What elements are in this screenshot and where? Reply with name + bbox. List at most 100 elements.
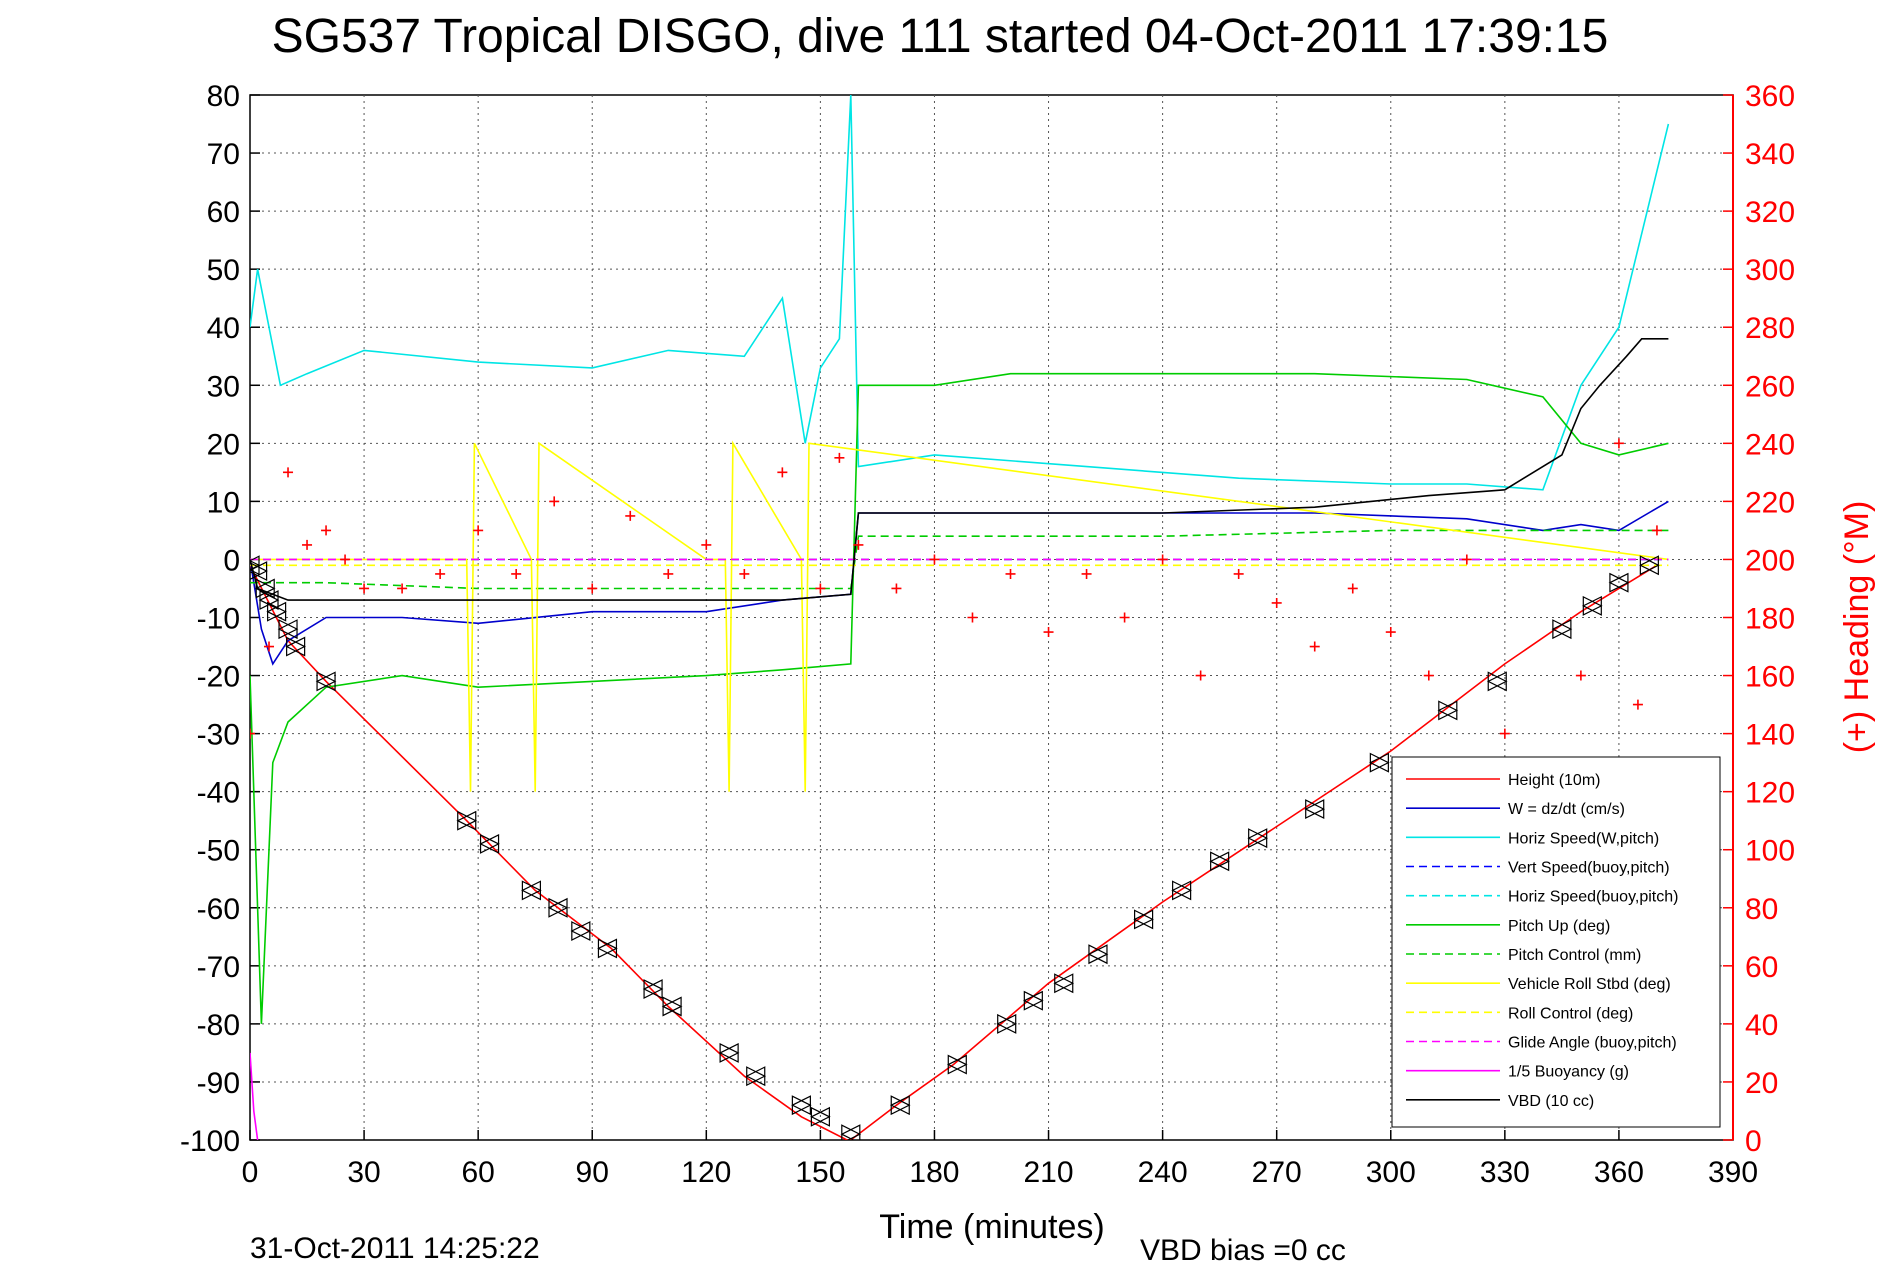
y-right-tick-label: 180 [1745,603,1795,636]
y-tick-label: 60 [207,196,240,229]
height-marker [521,880,542,901]
heading-point [283,467,294,478]
height-marker [479,833,500,854]
y-right-tick-label: 60 [1745,951,1778,984]
legend-label: W = dz/dt (cm/s) [1508,801,1625,818]
x-tick-label: 330 [1480,1156,1530,1189]
y-tick-label: -100 [180,1125,240,1158]
heading-point [340,554,351,565]
y-right-tick-label: 140 [1745,719,1795,752]
x-axis-label: Time (minutes) [879,1208,1104,1246]
y-right-tick-label: 360 [1745,80,1795,113]
heading-point [1385,627,1396,638]
height-marker [456,810,478,831]
chart-title: SG537 Tropical DISGO, dive 111 started 0… [272,10,1609,63]
heading-markers [250,438,1662,797]
series-vehicle-roll-stbd-deg [250,440,1669,792]
x-tick-label: 120 [681,1156,731,1189]
x-tick-label: 240 [1138,1156,1188,1189]
height-marker [1022,990,1044,1011]
y-right-tick-label: 220 [1745,486,1795,519]
heading-point [1081,568,1092,579]
y-tick-label: -50 [197,835,240,868]
height-marker [996,1013,1018,1034]
y-right-tick-label: 280 [1745,312,1795,345]
y-tick-label: -60 [197,893,240,926]
heading-point [663,568,674,579]
y-tick-label: 80 [207,80,240,113]
y-tick-label: 10 [207,486,240,519]
height-marker [597,938,618,959]
y-right-tick-label: 0 [1745,1125,1762,1158]
legend-label: Vert Speed(buoy,pitch) [1508,860,1670,877]
height-marker [840,1124,862,1140]
y-tick-label: 20 [207,428,240,461]
heading-point [359,583,370,594]
height-marker [254,578,276,599]
heading-point [625,510,636,521]
x-tick-label: 60 [461,1156,494,1189]
right-axis-ticks: 3603403203002802602402202001801601401201… [1723,80,1795,1158]
height-marker [661,996,683,1017]
heading-point [250,728,255,739]
x-tick-label: 210 [1024,1156,1074,1189]
legend-label: Glide Angle (buoy,pitch) [1508,1035,1677,1052]
plot-series [250,95,1670,1140]
series-horiz-speed-w-pitch [250,95,1670,491]
left-axis-ticks: 80 70 60 50 40 30 20 10 0 -10 -20 -30 -40 -50 -60 -70 -8… [180,80,260,1158]
heading-point [264,641,275,652]
heading-point [815,583,826,594]
y-tick-label: -40 [197,777,240,810]
heading-point [302,539,313,550]
y-right-tick-label: 160 [1745,661,1795,694]
heading-point [1195,670,1206,681]
height-marker [258,590,280,611]
x-tick-label: 90 [576,1156,609,1189]
y-right-tick-label: 80 [1745,893,1778,926]
height-marker [315,671,337,692]
y-right-tick-label: 320 [1745,196,1795,229]
height-marker [1171,880,1192,901]
height-marker [889,1095,911,1116]
heading-point [1423,670,1434,681]
y-right-tick-label: 340 [1745,138,1795,171]
x-tick-label: 180 [909,1156,959,1189]
heading-point [1499,728,1510,739]
y-right-tick-label: 120 [1745,777,1795,810]
y-tick-label: 0 [223,544,240,577]
height-marker [1087,944,1109,965]
y-tick-label: -70 [197,951,240,984]
height-marker [642,979,664,1000]
heading-point [321,525,332,536]
heading-point [435,568,446,579]
height-marker [946,1054,968,1075]
heading-point [1271,597,1282,608]
x-tick-label: 30 [347,1156,380,1189]
heading-point [739,568,750,579]
x-tick-label: 270 [1252,1156,1302,1189]
x-tick-label: 390 [1708,1156,1758,1189]
heading-point [929,554,940,565]
heading-point [1233,568,1244,579]
y-tick-label: 30 [207,370,240,403]
legend-label: 1/5 Buoyancy (g) [1508,1064,1629,1081]
legend-label: Pitch Up (deg) [1508,918,1610,935]
legend-label: Pitch Control (mm) [1508,947,1641,964]
x-tick-label: 0 [242,1156,259,1189]
height-marker [791,1095,812,1116]
y-right-tick-label: 240 [1745,428,1795,461]
height-marker [1369,752,1390,773]
heading-point [1309,641,1320,652]
heading-point [1461,554,1472,565]
height-markers [250,555,1660,1140]
grid-lines [250,95,1733,1140]
series-1-5-buoyancy-g [250,1052,259,1140]
height-marker [285,636,306,657]
legend-label: Height (10m) [1508,772,1600,789]
heading-point [587,583,598,594]
heading-point [1575,670,1586,681]
height-marker [1304,799,1326,820]
heading-point [473,525,484,536]
y-tick-label: -10 [197,603,240,636]
